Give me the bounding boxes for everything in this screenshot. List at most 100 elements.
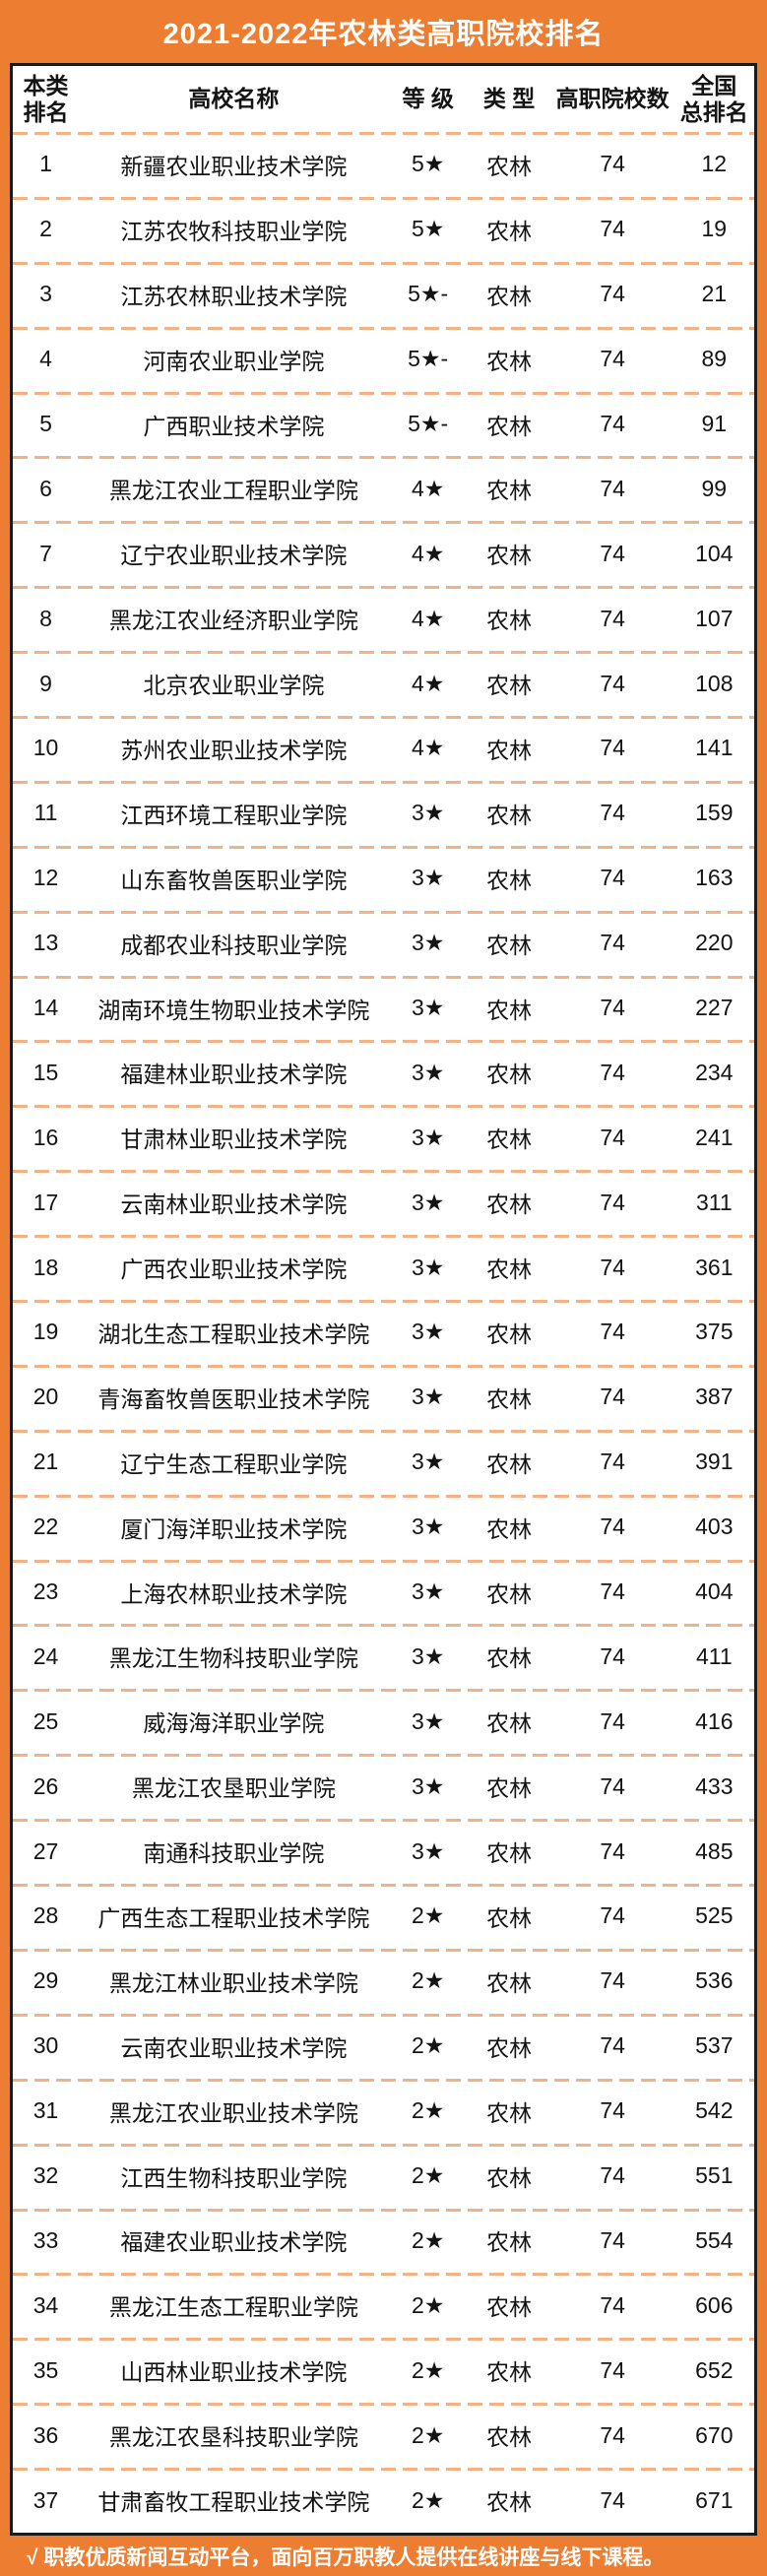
college-count-cell: 74 xyxy=(600,2097,625,2124)
national-rank-cell: 361 xyxy=(695,1254,734,1280)
rank-cell: 19 xyxy=(32,1319,59,1345)
type-cell: 农林 xyxy=(486,283,533,309)
table-row: 21 辽宁生态工程职业学院 3★ 农林 74 391 xyxy=(13,1429,754,1495)
college-count-cell: 74 xyxy=(600,1124,625,1150)
table-row: 20 青海畜牧兽医职业技术学院 3★ 农林 74 387 xyxy=(13,1364,754,1430)
college-name-cell: 成都农业科技职业学院 xyxy=(120,932,348,958)
type-cell: 农林 xyxy=(486,1320,533,1347)
college-count-cell: 74 xyxy=(600,2226,625,2253)
college-count-cell: 74 xyxy=(600,605,625,631)
header-type: 类 型 xyxy=(482,86,536,112)
national-rank-cell: 108 xyxy=(695,670,734,696)
national-rank-cell: 537 xyxy=(695,2032,734,2059)
college-count-cell: 74 xyxy=(600,540,625,566)
college-name-cell: 河南农业职业学院 xyxy=(143,348,325,374)
type-cell: 农林 xyxy=(486,1515,533,1542)
grade-cell: 2★ xyxy=(411,1902,445,1929)
grade-cell: 2★ xyxy=(411,2097,445,2124)
grade-cell: 4★ xyxy=(411,475,445,501)
type-cell: 农林 xyxy=(486,348,533,374)
rank-cell: 8 xyxy=(39,605,52,631)
college-name-cell: 湖北生态工程职业技术学院 xyxy=(97,1320,370,1347)
rank-cell: 7 xyxy=(39,540,52,566)
national-rank-cell: 525 xyxy=(695,1902,734,1929)
college-name-cell: 黑龙江农业职业技术学院 xyxy=(108,2099,358,2126)
rank-cell: 37 xyxy=(32,2486,59,2513)
college-count-cell: 74 xyxy=(600,151,625,177)
college-name-cell: 江苏农林职业技术学院 xyxy=(120,283,348,309)
rank-cell: 23 xyxy=(32,1578,59,1605)
grade-cell: 4★ xyxy=(411,605,445,631)
table-row: 2 江苏农牧科技职业学院 5★ 农林 74 19 xyxy=(13,196,754,262)
college-count-cell: 74 xyxy=(600,346,625,372)
rank-cell: 14 xyxy=(32,995,59,1021)
college-count-cell: 74 xyxy=(600,1319,625,1345)
college-count-cell: 74 xyxy=(600,216,625,242)
rank-cell: 34 xyxy=(32,2291,59,2318)
national-rank-cell: 99 xyxy=(701,475,728,501)
grade-cell: 2★ xyxy=(411,2226,445,2253)
college-count-cell: 74 xyxy=(600,2421,625,2448)
header-count: 高职院校数 xyxy=(555,86,670,112)
table-header-row: 本类 排名 高校名称 等 级 类 型 高职院校数 全国 总排名 xyxy=(13,66,754,132)
type-cell: 农林 xyxy=(486,2164,533,2191)
grade-cell: 5★- xyxy=(408,346,449,372)
national-rank-cell: 391 xyxy=(695,1449,734,1475)
type-cell: 农林 xyxy=(486,1645,533,1672)
grade-cell: 4★ xyxy=(411,735,445,761)
rank-cell: 21 xyxy=(32,1449,59,1475)
college-count-cell: 74 xyxy=(600,670,625,696)
type-cell: 农林 xyxy=(486,543,533,569)
college-name-cell: 新疆农业职业技术学院 xyxy=(120,153,348,179)
grade-cell: 5★ xyxy=(411,216,445,242)
grade-cell: 3★ xyxy=(411,1189,445,1215)
college-count-cell: 74 xyxy=(600,475,625,501)
rank-cell: 25 xyxy=(32,1707,59,1734)
national-rank-cell: 311 xyxy=(695,1189,733,1215)
college-name-cell: 广西生态工程职业技术学院 xyxy=(97,1904,370,1931)
type-cell: 农林 xyxy=(486,2294,533,2321)
rank-cell: 15 xyxy=(32,1059,59,1085)
college-name-cell: 黑龙江生态工程职业学院 xyxy=(108,2294,358,2321)
college-name-cell: 广西职业技术学院 xyxy=(143,413,325,439)
grade-cell: 3★ xyxy=(411,1449,445,1475)
type-cell: 农林 xyxy=(486,932,533,958)
college-name-cell: 北京农业职业学院 xyxy=(143,673,325,699)
table-row: 16 甘肃林业职业技术学院 3★ 农林 74 241 xyxy=(13,1105,754,1170)
grade-cell: 3★ xyxy=(411,1059,445,1085)
rank-cell: 11 xyxy=(33,800,58,826)
rank-cell: 30 xyxy=(32,2032,59,2059)
table-row: 18 广西农业职业技术学院 3★ 农林 74 361 xyxy=(13,1235,754,1300)
rank-cell: 10 xyxy=(32,735,59,761)
rank-cell: 24 xyxy=(32,1642,59,1669)
header-name: 高校名称 xyxy=(188,86,280,112)
college-name-cell: 江西环境工程职业学院 xyxy=(120,802,348,828)
table-row: 9 北京农业职业学院 4★ 农林 74 108 xyxy=(13,651,754,716)
type-cell: 农林 xyxy=(486,2359,533,2386)
rank-cell: 22 xyxy=(32,1513,59,1540)
table-row: 23 上海农林职业技术学院 3★ 农林 74 404 xyxy=(13,1559,754,1625)
college-name-cell: 苏州农业职业技术学院 xyxy=(120,737,348,763)
table-row: 26 黑龙江农垦职业学院 3★ 农林 74 433 xyxy=(13,1754,754,1819)
college-count-cell: 74 xyxy=(600,930,625,956)
national-rank-cell: 411 xyxy=(695,1642,733,1669)
type-cell: 农林 xyxy=(486,673,533,699)
type-cell: 农林 xyxy=(486,997,533,1023)
grade-cell: 3★ xyxy=(411,995,445,1021)
national-rank-cell: 227 xyxy=(695,995,734,1021)
table-row: 28 广西生态工程职业技术学院 2★ 农林 74 525 xyxy=(13,1884,754,1949)
grade-cell: 4★ xyxy=(411,540,445,566)
grade-cell: 3★ xyxy=(411,800,445,826)
rank-cell: 28 xyxy=(32,1902,59,1929)
college-count-cell: 74 xyxy=(600,735,625,761)
table-row: 13 成都农业科技职业学院 3★ 农林 74 220 xyxy=(13,910,754,976)
rank-cell: 29 xyxy=(32,1967,59,1994)
table-row: 24 黑龙江生物科技职业学院 3★ 农林 74 411 xyxy=(13,1624,754,1689)
rank-cell: 13 xyxy=(32,930,59,956)
college-count-cell: 74 xyxy=(600,2032,625,2059)
national-rank-cell: 19 xyxy=(701,216,728,242)
national-rank-cell: 554 xyxy=(695,2226,734,2253)
rank-cell: 9 xyxy=(39,670,52,696)
table-row: 25 威海海洋职业学院 3★ 农林 74 416 xyxy=(13,1689,754,1754)
college-count-cell: 74 xyxy=(600,411,625,436)
